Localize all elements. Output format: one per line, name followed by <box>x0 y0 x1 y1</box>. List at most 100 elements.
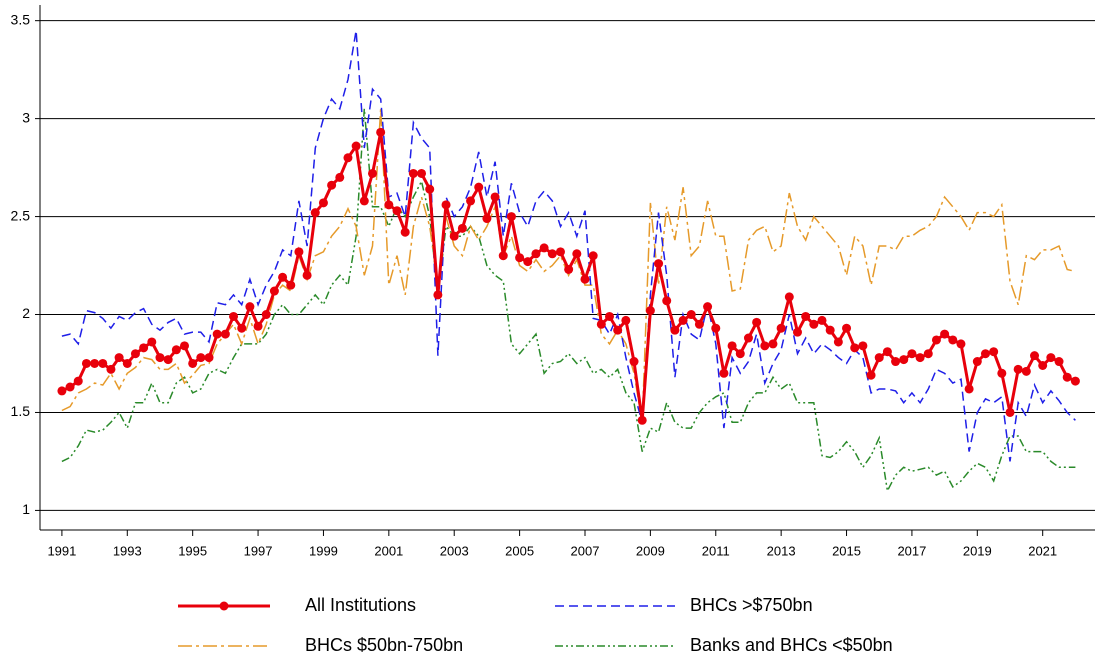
point <box>596 319 606 329</box>
point <box>343 153 353 163</box>
x-tick-label: 1995 <box>178 543 207 558</box>
point <box>261 310 271 320</box>
point <box>269 286 279 296</box>
point <box>506 212 516 222</box>
point <box>466 196 476 206</box>
point <box>498 251 508 261</box>
point <box>801 311 811 321</box>
point <box>327 180 337 190</box>
x-tick-label: 1991 <box>47 543 76 558</box>
legend-label: Banks and BHCs <$50bn <box>690 635 893 655</box>
point <box>621 315 631 325</box>
point <box>850 343 860 353</box>
point <box>980 349 990 359</box>
point <box>792 327 802 337</box>
legend-label: BHCs >$750bn <box>690 595 813 615</box>
point <box>237 323 247 333</box>
point <box>73 376 83 386</box>
x-tick-label: 1993 <box>113 543 142 558</box>
point <box>564 264 574 274</box>
point <box>441 200 451 210</box>
point <box>743 333 753 343</box>
point <box>155 353 165 363</box>
point <box>408 168 418 178</box>
point <box>997 368 1007 378</box>
point <box>654 259 664 269</box>
x-tick-label: 2005 <box>505 543 534 558</box>
point <box>572 249 582 259</box>
x-tick-label: 2019 <box>963 543 992 558</box>
point <box>964 384 974 394</box>
point <box>891 357 901 367</box>
point <box>817 315 827 325</box>
point <box>948 335 958 345</box>
point <box>580 274 590 284</box>
point <box>163 355 173 365</box>
point <box>417 168 427 178</box>
point <box>139 343 149 353</box>
point <box>106 364 116 374</box>
point <box>1005 407 1015 417</box>
point <box>1070 376 1080 386</box>
point <box>1062 372 1072 382</box>
point <box>1046 353 1056 363</box>
point <box>899 355 909 365</box>
legend-label: All Institutions <box>305 595 416 615</box>
point <box>351 141 361 151</box>
point <box>90 358 100 368</box>
point <box>400 227 410 237</box>
point <box>81 358 91 368</box>
point <box>784 292 794 302</box>
point <box>825 325 835 335</box>
point <box>662 296 672 306</box>
point <box>310 208 320 218</box>
point <box>882 347 892 357</box>
x-tick-label: 1997 <box>244 543 273 558</box>
series-line <box>61 108 1076 494</box>
y-tick-label: 3 <box>22 109 30 125</box>
point <box>1021 366 1031 376</box>
point <box>57 386 67 396</box>
point <box>457 223 467 233</box>
point <box>866 370 876 380</box>
point <box>956 339 966 349</box>
point <box>703 302 713 312</box>
point <box>768 339 778 349</box>
point <box>490 192 500 202</box>
point <box>122 358 132 368</box>
series-line <box>61 108 1076 423</box>
point <box>376 127 386 137</box>
point <box>523 257 533 267</box>
point <box>204 353 214 363</box>
point <box>212 329 222 339</box>
point <box>588 251 598 261</box>
point <box>874 353 884 363</box>
point <box>188 358 198 368</box>
point <box>858 341 868 351</box>
point <box>719 368 729 378</box>
point <box>318 198 328 208</box>
point <box>245 302 255 312</box>
point <box>972 357 982 367</box>
x-tick-label: 2009 <box>636 543 665 558</box>
point <box>482 214 492 224</box>
x-tick-label: 2015 <box>832 543 861 558</box>
point <box>637 415 647 425</box>
x-tick-label: 2021 <box>1028 543 1057 558</box>
point <box>229 311 239 321</box>
point <box>686 310 696 320</box>
point <box>130 349 140 359</box>
point <box>555 247 565 257</box>
point <box>760 341 770 351</box>
x-tick-label: 2011 <box>702 543 730 558</box>
point <box>171 345 181 355</box>
point <box>302 270 312 280</box>
point <box>727 341 737 351</box>
x-tick-label: 1999 <box>309 543 338 558</box>
point <box>694 319 704 329</box>
point <box>359 196 369 206</box>
y-tick-label: 1.5 <box>11 403 31 419</box>
legend-label: BHCs $50bn-750bn <box>305 635 463 655</box>
point <box>335 172 345 182</box>
